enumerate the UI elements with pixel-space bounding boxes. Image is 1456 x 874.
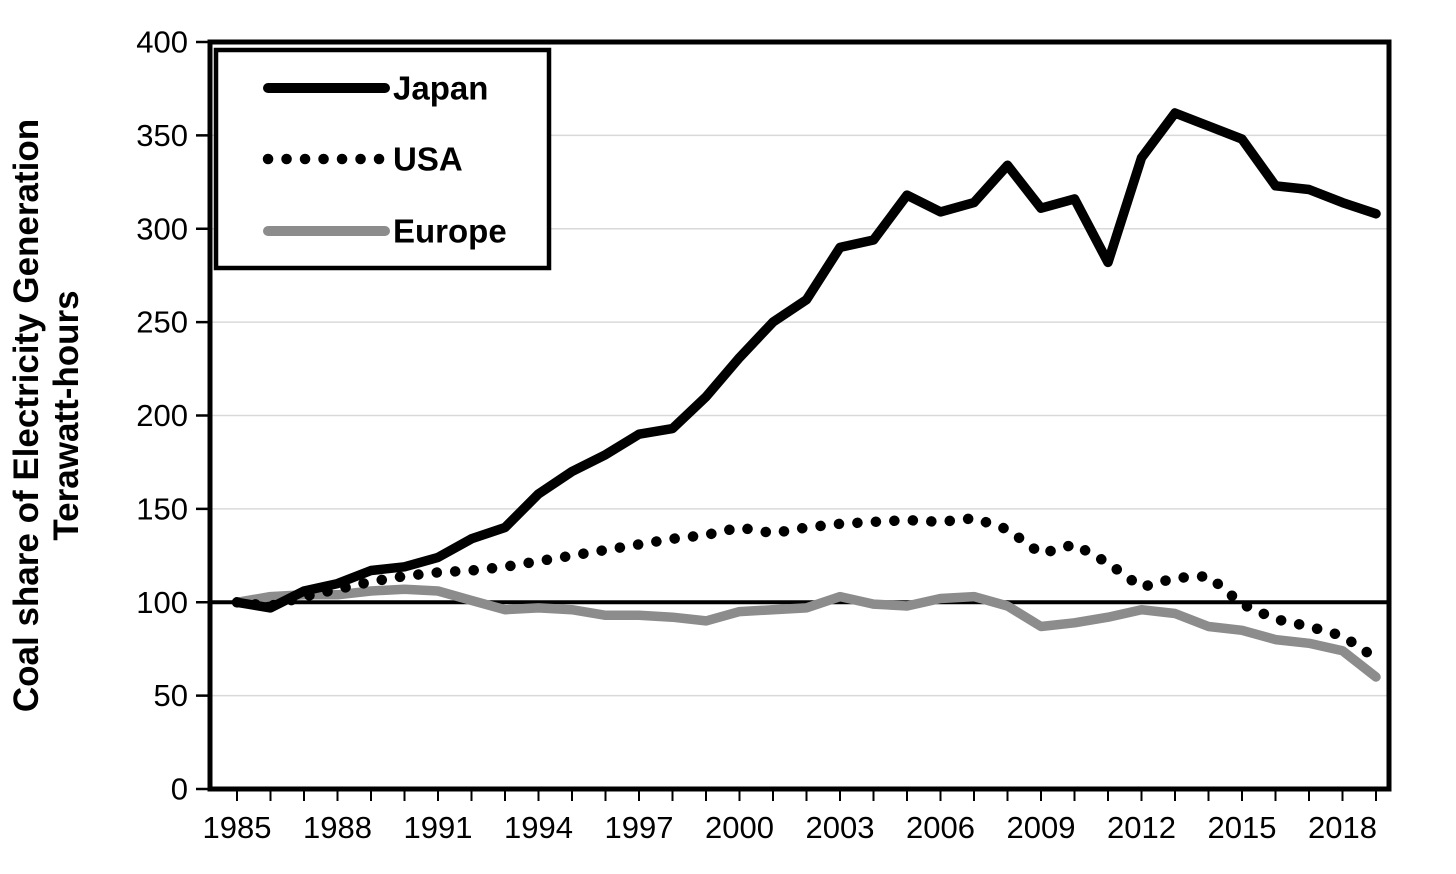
x-tick-label-2000: 2000: [705, 810, 774, 845]
x-tick-label-2015: 2015: [1208, 810, 1277, 845]
x-tick-label-2003: 2003: [806, 810, 875, 845]
y-tick-label-400: 400: [136, 25, 188, 60]
series-line-europe: [232, 584, 1381, 682]
x-tick-label-2012: 2012: [1107, 810, 1176, 845]
x-tick-label-1991: 1991: [404, 810, 473, 845]
legend-label-usa: USA: [393, 141, 463, 178]
x-tick-label-2006: 2006: [906, 810, 975, 845]
x-tick-label-1988: 1988: [303, 810, 372, 845]
y-axis-title-line1: Coal share of Electricity Generation: [7, 119, 46, 712]
plot-frame: [207, 39, 1392, 792]
y-tick-label-350: 350: [136, 118, 188, 153]
y-tick-label-0: 0: [171, 772, 188, 807]
series-line-usa: [231, 512, 1382, 664]
y-tick-label-150: 150: [136, 491, 188, 526]
x-tick-label-1985: 1985: [203, 810, 272, 845]
y-tick-label-200: 200: [136, 398, 188, 433]
x-tick-label-2018: 2018: [1308, 810, 1377, 845]
y-axis-title-line2: Terawatt-hours: [47, 290, 86, 540]
y-tick-label-100: 100: [136, 585, 188, 620]
y-tick-label-250: 250: [136, 305, 188, 340]
x-tick-label-1997: 1997: [605, 810, 674, 845]
y-tick-label-50: 50: [154, 678, 188, 713]
x-tick-label-2009: 2009: [1007, 810, 1076, 845]
x-tick-label-1994: 1994: [504, 810, 573, 845]
legend-label-europe: Europe: [393, 213, 507, 250]
y-tick-label-300: 300: [136, 211, 188, 246]
series-line-japan: [232, 108, 1381, 613]
legend-label-japan: Japan: [393, 70, 488, 107]
